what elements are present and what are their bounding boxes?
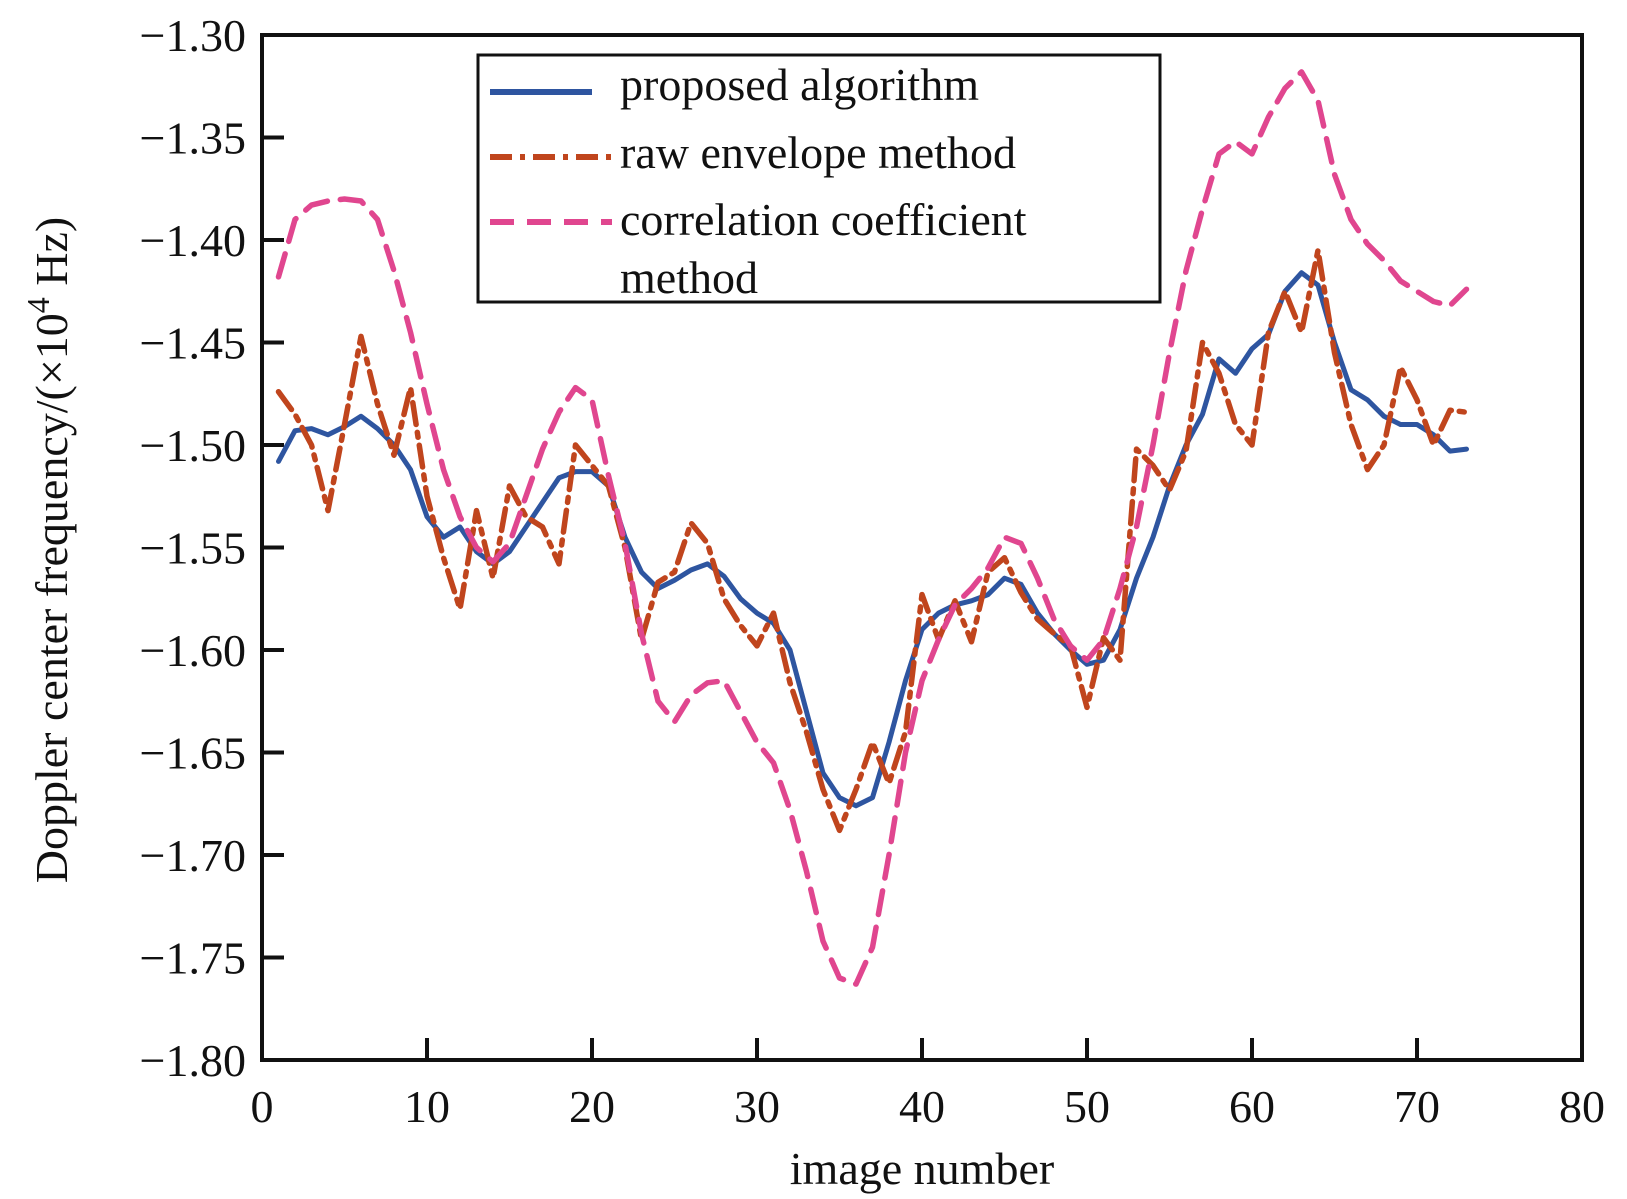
x-tick-label: 60 [1229,1081,1275,1132]
series-group [275,69,1470,987]
y-tick-label: −1.40 [140,215,246,266]
x-tick-label: 40 [899,1081,945,1132]
y-tick-label: −1.30 [140,10,246,61]
legend-label-correlation: correlation coefficient [620,194,1027,245]
y-tick-label: −1.80 [140,1035,246,1086]
x-tick-label: 80 [1559,1081,1605,1132]
series-line-1 [276,270,1469,809]
y-tick-label: −1.50 [140,420,246,471]
axis-ticks: 0 10 20 30 40 50 60 70 80 −1.30 −1.35 −1.40 −1.45 −1.… [140,10,1605,1132]
legend-label-raw: raw envelope method [620,127,1016,178]
y-tick-label: −1.45 [140,318,246,369]
legend: proposed algorithm raw envelope method c… [476,53,1162,304]
x-tick-label: 50 [1064,1081,1110,1132]
x-tick-label: 70 [1394,1081,1440,1132]
y-tick-label: −1.75 [140,933,246,984]
y-axis-title: Doppler center frequency/(×104 Hz) [20,217,77,883]
x-tick-label: 0 [251,1081,274,1132]
legend-box [476,53,1162,304]
series-line-3 [275,69,1470,987]
series-line-2 [275,247,1470,834]
x-tick-label: 30 [734,1081,780,1132]
legend-label-correlation-cont: method [620,252,758,303]
legend-label-proposed: proposed algorithm [620,59,979,110]
y-tick-label: −1.70 [140,830,246,881]
y-tick-label: −1.35 [140,113,246,164]
x-tick-label: 20 [569,1081,615,1132]
y-tick-label: −1.65 [140,728,246,779]
x-tick-label: 10 [404,1081,450,1132]
y-tick-label: −1.55 [140,523,246,574]
x-axis-title: image number [790,1143,1054,1194]
y-tick-label: −1.60 [140,625,246,676]
